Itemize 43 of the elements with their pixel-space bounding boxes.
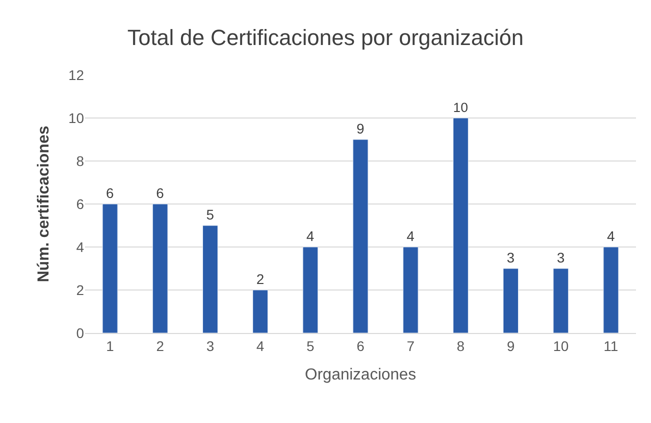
bar: [252, 290, 268, 333]
x-tick-label: 7: [406, 338, 415, 354]
x-tick-label: 8: [456, 338, 465, 354]
bar: [102, 204, 118, 333]
bar: [402, 246, 418, 333]
x-tick-label: 1: [106, 338, 114, 354]
y-tick-label: 0: [76, 324, 84, 341]
chart-title: Total de Certificaciones por organización: [127, 25, 524, 50]
y-axis-title: Núm. certificaciones: [35, 126, 52, 282]
data-label: 10: [453, 100, 468, 116]
data-label: 9: [356, 120, 364, 136]
bar: [352, 139, 368, 333]
data-label: 4: [606, 228, 615, 244]
y-tick-label: 2: [76, 282, 84, 298]
data-label: 6: [156, 185, 164, 201]
x-tick-label: 4: [256, 338, 264, 354]
bar: [202, 225, 218, 333]
data-label: 4: [406, 228, 415, 244]
x-tick-label: 9: [506, 338, 515, 354]
data-label: 2: [256, 271, 264, 287]
bar: [302, 246, 318, 333]
data-label: 3: [506, 250, 515, 266]
x-tick-label: 3: [206, 338, 214, 354]
bar: [603, 246, 619, 333]
y-tick-label: 12: [68, 66, 84, 83]
x-axis-title: Organizaciones: [304, 366, 416, 384]
x-tick-label: 5: [306, 338, 315, 354]
x-tick-label: 2: [156, 338, 164, 354]
data-label: 4: [306, 228, 314, 244]
x-tick-label: 6: [356, 338, 365, 354]
data-label: 3: [556, 250, 565, 266]
x-tick-label: 11: [604, 338, 618, 354]
bar: [452, 118, 468, 333]
y-tick-label: 6: [76, 196, 84, 212]
y-tick-label: 8: [76, 152, 84, 169]
y-tick-label: 10: [68, 110, 84, 126]
bar: [152, 204, 168, 333]
x-tick-label: 10: [553, 338, 569, 354]
data-label: 6: [106, 185, 114, 201]
y-tick-label: 4: [76, 238, 84, 255]
bar: [503, 268, 519, 333]
data-label: 5: [206, 206, 214, 222]
bar: [553, 268, 569, 333]
